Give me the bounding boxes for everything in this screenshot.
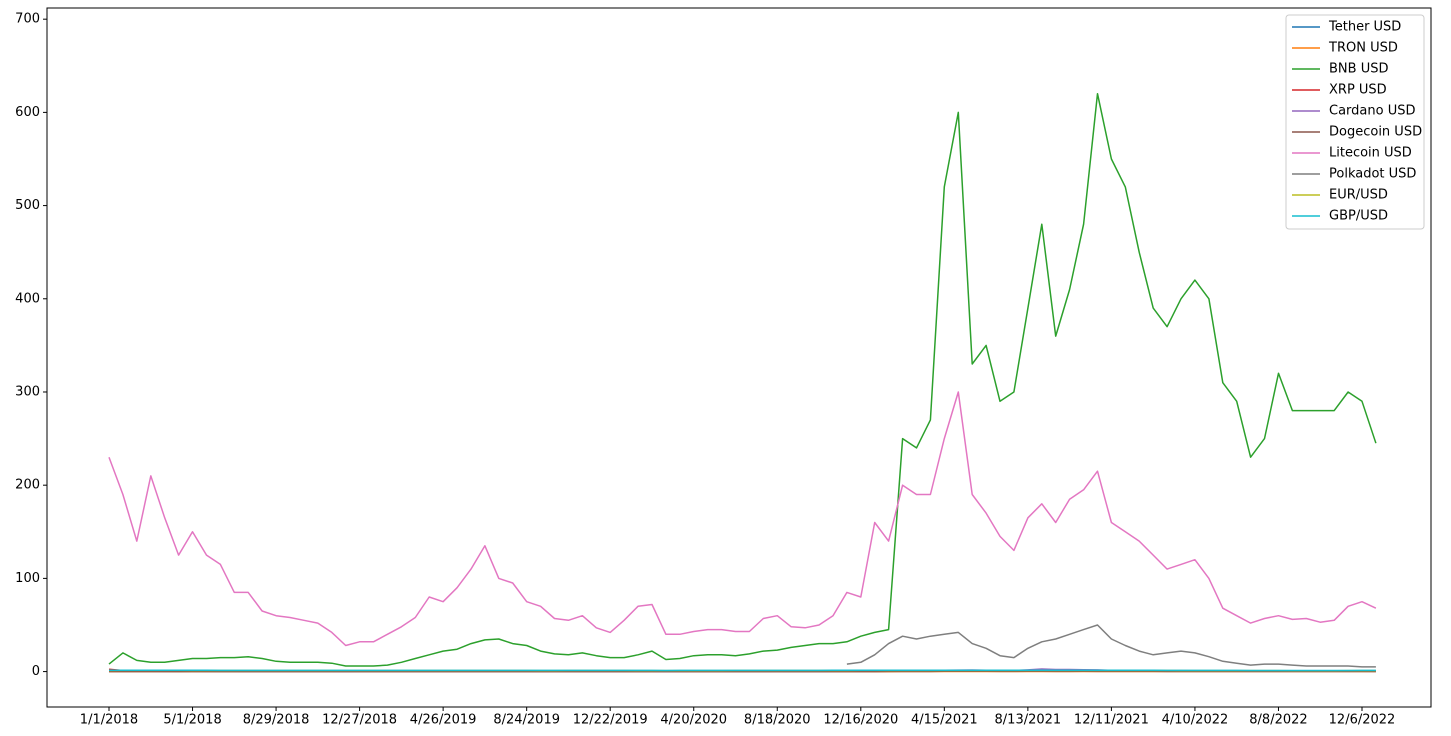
x-tick-label: 5/1/2018 bbox=[163, 713, 221, 728]
series-line bbox=[108, 92, 1377, 667]
legend-label: Tether USD bbox=[1328, 20, 1401, 35]
legend-label: Dogecoin USD bbox=[1329, 125, 1422, 140]
x-tick-label: 12/16/2020 bbox=[823, 713, 898, 728]
legend-label: GBP/USD bbox=[1329, 209, 1388, 224]
x-tick-label: 8/13/2021 bbox=[995, 713, 1062, 728]
y-tick-label: 300 bbox=[15, 384, 40, 399]
y-tick-label: 600 bbox=[15, 105, 40, 120]
series-line bbox=[108, 391, 1377, 647]
x-tick-label: 8/24/2019 bbox=[493, 713, 560, 728]
legend-label: Litecoin USD bbox=[1329, 146, 1412, 161]
legend-box bbox=[1285, 14, 1425, 230]
x-tick-label: 4/10/2022 bbox=[1162, 713, 1229, 728]
x-tick-label: 4/20/2020 bbox=[660, 713, 727, 728]
y-tick-label: 400 bbox=[15, 291, 40, 306]
legend-label: EUR/USD bbox=[1329, 188, 1388, 203]
legend-label: Polkadot USD bbox=[1329, 167, 1416, 182]
legend-label: BNB USD bbox=[1329, 62, 1388, 77]
y-tick-label: 500 bbox=[15, 198, 40, 213]
y-tick-label: 100 bbox=[15, 571, 40, 586]
legend-label: XRP USD bbox=[1329, 83, 1387, 98]
x-tick-label: 1/1/2018 bbox=[80, 713, 138, 728]
x-tick-label: 12/27/2018 bbox=[322, 713, 397, 728]
x-tick-label: 12/22/2019 bbox=[573, 713, 648, 728]
plot-frame bbox=[46, 7, 1432, 708]
legend-label: TRON USD bbox=[1328, 41, 1398, 56]
x-tick-label: 4/15/2021 bbox=[911, 713, 978, 728]
x-tick-label: 8/8/2022 bbox=[1249, 713, 1307, 728]
x-tick-label: 12/11/2021 bbox=[1074, 713, 1149, 728]
y-tick-label: 200 bbox=[15, 478, 40, 493]
x-tick-label: 4/26/2019 bbox=[410, 713, 477, 728]
x-tick-label: 8/29/2018 bbox=[243, 713, 310, 728]
series-line bbox=[846, 624, 1376, 668]
x-tick-label: 12/6/2022 bbox=[1329, 713, 1396, 728]
y-tick-label: 700 bbox=[15, 12, 40, 27]
legend-label: Cardano USD bbox=[1329, 104, 1415, 119]
x-tick-label: 8/18/2020 bbox=[744, 713, 811, 728]
y-tick-label: 0 bbox=[32, 664, 40, 679]
series-line bbox=[109, 670, 1376, 673]
